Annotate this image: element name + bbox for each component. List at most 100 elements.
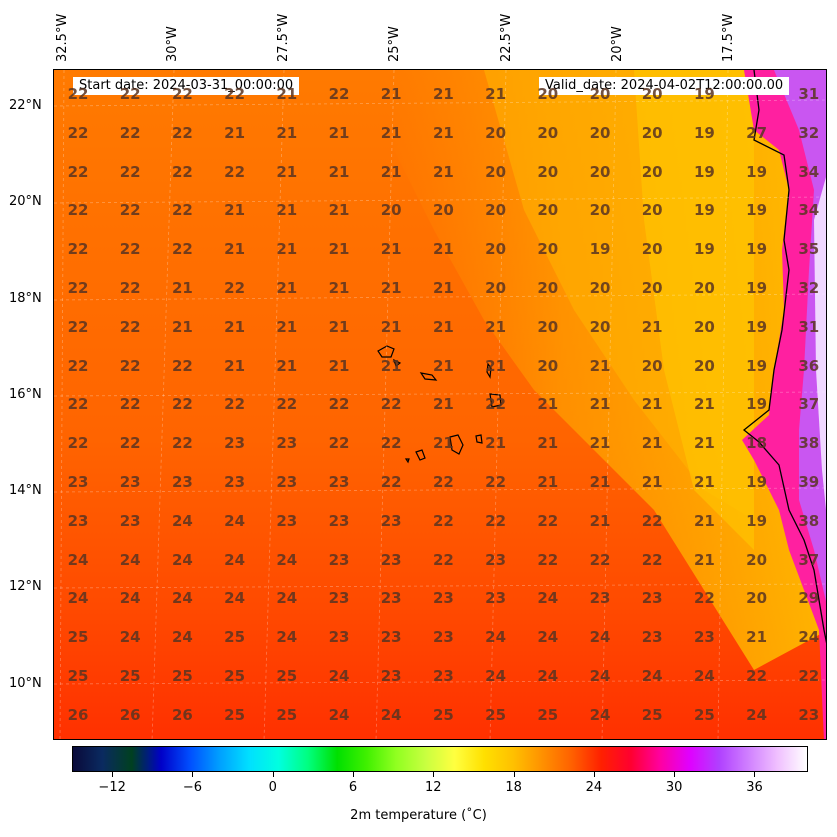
temperature-value: 20 <box>641 240 663 259</box>
temperature-value: 21 <box>328 162 350 181</box>
temperature-value: 22 <box>119 123 141 142</box>
temperature-value: 25 <box>537 705 559 724</box>
temperature-value: 20 <box>641 356 663 375</box>
temperature-value: 24 <box>328 705 350 724</box>
temperature-value: 21 <box>641 317 663 336</box>
temperature-value: 22 <box>119 201 141 220</box>
temperature-value: 21 <box>537 434 559 453</box>
temperature-value: 21 <box>276 356 298 375</box>
temperature-value: 20 <box>589 317 611 336</box>
temperature-value: 22 <box>485 395 507 414</box>
temperature-value: 29 <box>798 589 820 608</box>
lat-label: 16°N <box>9 387 42 402</box>
temperature-value: 23 <box>67 511 89 530</box>
temperature-value: 26 <box>67 705 89 724</box>
temperature-value: 20 <box>537 123 559 142</box>
temperature-value: 24 <box>119 628 141 647</box>
temperature-value: 21 <box>380 123 402 142</box>
temperature-value: 24 <box>641 667 663 685</box>
temperature-value: 24 <box>119 550 141 569</box>
temperature-value: 22 <box>589 550 611 569</box>
lon-label: 20°W <box>610 26 625 62</box>
temperature-value: 22 <box>67 162 89 181</box>
temperature-value: 21 <box>276 123 298 142</box>
temperature-value: 21 <box>328 317 350 336</box>
colorbar-tick-label: 12 <box>425 780 442 795</box>
temperature-value: 22 <box>67 240 89 259</box>
colorbar-tick <box>593 772 595 777</box>
temperature-value: 25 <box>224 667 246 685</box>
temperature-value: 20 <box>537 85 559 103</box>
temperature-value: 19 <box>746 279 768 297</box>
temperature-value: 23 <box>432 628 454 647</box>
temperature-value: 25 <box>641 705 663 724</box>
temperature-value: 21 <box>276 279 298 297</box>
temperature-value: 36 <box>798 356 820 375</box>
temperature-value: 21 <box>537 395 559 414</box>
lat-label: 18°N <box>9 291 42 306</box>
temperature-value: 22 <box>693 589 715 608</box>
temperature-value: 22 <box>67 395 89 414</box>
map-panel <box>53 69 827 740</box>
temperature-value: 24 <box>589 628 611 647</box>
temperature-value: 23 <box>485 550 507 569</box>
temperature-value: 23 <box>380 667 402 685</box>
temperature-value: 22 <box>67 85 89 103</box>
temperature-value: 20 <box>693 356 715 375</box>
temperature-value: 21 <box>589 511 611 530</box>
temperature-value: 23 <box>224 434 246 453</box>
temperature-value: 24 <box>380 705 402 724</box>
temperature-value: 22 <box>224 162 246 181</box>
temperature-value: 21 <box>224 240 246 259</box>
temperature-value: 22 <box>67 279 89 297</box>
temperature-value: 24 <box>67 550 89 569</box>
temperature-value: 21 <box>693 395 715 414</box>
temperature-value: 25 <box>67 628 89 647</box>
temperature-value: 24 <box>224 511 246 530</box>
temperature-value: 26 <box>119 705 141 724</box>
temperature-value: 32 <box>798 123 820 142</box>
temperature-value: 24 <box>589 667 611 685</box>
temperature-value: 21 <box>328 123 350 142</box>
temperature-value: 21 <box>224 201 246 220</box>
temperature-value: 23 <box>328 550 350 569</box>
temperature-value: 24 <box>171 628 193 647</box>
temperature-value: 21 <box>693 511 715 530</box>
temperature-value: 21 <box>485 85 507 103</box>
temperature-value: 24 <box>537 589 559 608</box>
temperature-value: 23 <box>432 589 454 608</box>
temperature-value: 20 <box>537 240 559 259</box>
temperature-value: 35 <box>798 240 820 259</box>
temperature-value: 24 <box>746 705 768 724</box>
temperature-value: 21 <box>380 317 402 336</box>
temperature-value: 23 <box>380 628 402 647</box>
temperature-value: 19 <box>589 240 611 259</box>
lon-label: 32.5°W <box>55 13 70 62</box>
colorbar-tick-label: 18 <box>505 780 522 795</box>
temperature-value: 23 <box>380 550 402 569</box>
lat-label: 20°N <box>9 194 42 209</box>
temperature-value: 20 <box>537 201 559 220</box>
temperature-value: 24 <box>67 589 89 608</box>
temperature-value: 19 <box>746 473 768 491</box>
valid-date-label: Valid_date: 2024-04-02T12:00:00.00 <box>539 77 790 95</box>
temperature-value: 22 <box>224 85 246 103</box>
temperature-value: 37 <box>798 550 820 569</box>
temperature-value: 22 <box>119 395 141 414</box>
temperature-value: 23 <box>224 473 246 491</box>
temperature-value: 23 <box>171 473 193 491</box>
temperature-value: 23 <box>641 589 663 608</box>
temperature-value: 25 <box>276 705 298 724</box>
temperature-value: 22 <box>380 434 402 453</box>
temperature-value: 21 <box>276 317 298 336</box>
temperature-value: 23 <box>328 628 350 647</box>
temperature-value: 23 <box>380 511 402 530</box>
temperature-value: 22 <box>119 162 141 181</box>
temperature-value: 22 <box>328 434 350 453</box>
cape-verde-islands <box>377 345 502 464</box>
temperature-value: 22 <box>171 240 193 259</box>
temperature-value: 22 <box>224 279 246 297</box>
coastline <box>742 70 826 644</box>
temperature-value: 23 <box>485 589 507 608</box>
temperature-value: 22 <box>537 511 559 530</box>
